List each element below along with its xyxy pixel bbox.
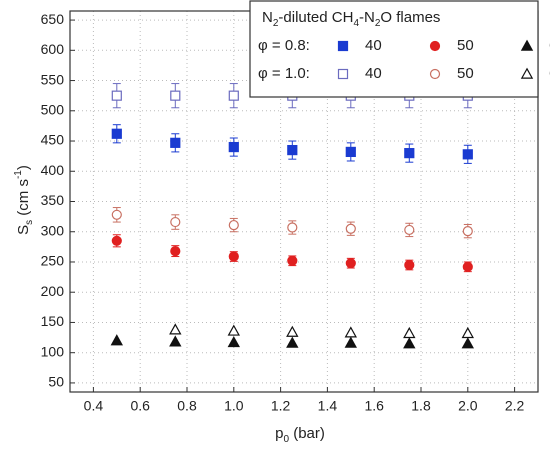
legend-title-part: -diluted CH [278,9,353,26]
y-axis-label-part: (cm s [15,179,32,220]
marker-circle [404,259,415,271]
legend-label: 40 [365,37,382,54]
y-axis-label-part: -1 [13,170,24,179]
marker-circle [345,223,356,234]
x-tick-label: 0.4 [84,398,104,414]
marker-circle [228,251,239,262]
marker-circle [228,219,239,231]
marker-circle [462,261,473,272]
marker-circle [287,255,298,266]
x-tick-label: 1.6 [364,398,384,414]
y-tick-label: 300 [41,222,65,238]
x-axis-label: p0 (bar) [275,425,325,445]
marker-circle [462,226,473,237]
legend-title: N2-diluted CH4-N2O flames [262,9,440,29]
x-axis-label-part: 0 [283,434,289,445]
y-tick-label: 500 [41,101,65,117]
marker-triangle [169,323,182,335]
marker-square [228,90,239,101]
marker-triangle [344,326,357,338]
marker-circle [345,258,356,269]
marker-square [287,144,298,156]
y-tick-label: 550 [41,71,65,87]
marker-square [170,90,181,101]
marker-triangle [461,326,474,339]
y-axis-label-part: s [24,220,35,225]
x-tick-label: 1.4 [318,398,338,414]
x-tick-label: 2.0 [458,398,478,414]
legend-title-part: 4 [353,18,359,29]
legend-title-part: 2 [273,18,279,29]
marker-triangle [286,336,299,348]
marker-square [345,146,356,158]
legend-label: 50 [457,37,474,54]
y-tick-label: 100 [41,343,65,359]
legend-title-part: -N [359,9,375,26]
marker-triangle [227,324,240,336]
y-axis-label-part: S [15,225,32,235]
marker-triangle [403,326,416,339]
marker-triangle [403,337,416,349]
marker-circle [404,224,415,236]
marker-circle [429,68,441,80]
marker-circle [111,235,122,246]
marker-circle [429,40,441,52]
marker-square [462,149,473,160]
marker-circle [111,209,122,220]
marker-square [170,137,181,148]
marker-circle [170,245,181,257]
y-tick-label: 600 [41,41,65,57]
marker-square [337,40,349,52]
marker-square [111,90,122,101]
marker-circle [170,216,181,228]
legend-box [249,0,539,98]
y-tick-label: 150 [41,313,65,329]
x-tick-label: 2.2 [505,398,525,414]
y-tick-label: 350 [41,192,65,208]
marker-triangle [169,335,182,347]
x-tick-label: 1.2 [271,398,291,414]
marker-triangle [344,336,357,348]
legend-label: 40 [365,65,382,82]
legend-title-part: 2 [375,18,381,29]
x-axis-label-part: p [275,425,283,442]
marker-triangle [520,67,534,79]
legend-row-label: φ = 0.8: [258,37,310,54]
marker-triangle [520,39,534,51]
y-tick-label: 400 [41,162,65,178]
x-tick-label: 1.0 [224,398,244,414]
marker-circle [287,222,298,233]
y-tick-label: 250 [41,253,65,269]
legend-title-part: O flames [380,9,440,26]
marker-square [404,148,415,159]
marker-square [228,141,239,153]
marker-triangle [227,335,240,348]
marker-triangle [110,334,123,346]
x-tick-label: 1.8 [411,398,431,414]
x-tick-label: 0.6 [130,398,150,414]
x-axis-label-part: (bar) [289,425,325,442]
x-tick-label: 0.8 [177,398,197,414]
marker-triangle [461,337,474,349]
y-axis-label: Ss (cm s-1) [13,165,35,235]
y-axis-label-part: ) [15,165,32,170]
legend-row-label: φ = 1.0: [258,65,310,82]
y-tick-label: 650 [41,11,65,27]
marker-square [337,68,349,80]
legend-label: 50 [457,65,474,82]
y-tick-label: 450 [41,132,65,148]
marker-square [111,128,122,139]
marker-triangle [286,325,299,337]
legend-title-part: N [262,9,273,26]
y-tick-label: 200 [41,283,65,299]
y-tick-label: 50 [48,374,64,390]
